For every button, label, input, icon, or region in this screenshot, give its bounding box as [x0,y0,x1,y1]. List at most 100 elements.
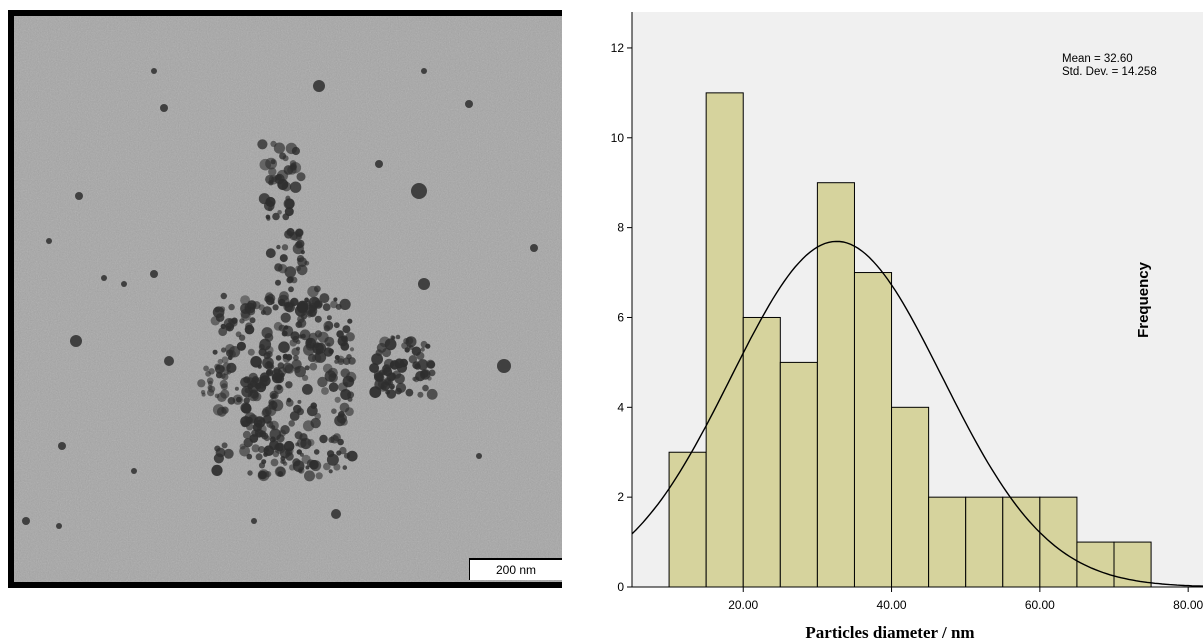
nanoparticle [213,453,224,464]
nanoparticle [302,384,313,395]
nanoparticle [333,463,341,471]
nanoparticle [75,192,83,200]
nanoparticle [334,396,341,403]
nanoparticle [330,300,338,309]
nanoparticle [302,374,309,381]
nanoparticle [280,312,291,323]
nanoparticle [70,335,82,347]
nanoparticle [314,412,322,420]
nanoparticle [321,387,329,395]
nanoparticle [428,369,436,377]
nanoparticle [257,139,268,150]
tem-micrograph-frame: 200 nm [8,10,562,588]
x-axis-title: Particles diameter / nm [805,623,974,642]
nanoparticle [405,388,414,397]
nanoparticle [317,376,328,388]
y-tick-label: 8 [617,221,624,235]
nanoparticle [377,379,388,390]
nanoparticle [313,80,325,92]
nanoparticle [260,310,266,315]
nanoparticle [390,335,395,340]
nanoparticle [346,371,357,383]
nanoparticle [333,322,340,329]
x-tick-label: 80.00 [1173,598,1203,612]
nanoparticle [310,417,321,429]
nanoparticle [307,285,319,298]
nanoparticle [264,200,275,211]
nanoparticle [265,292,274,301]
histogram-bar [1002,496,1041,588]
y-tick-label: 2 [617,490,624,504]
nanoparticle [280,425,290,435]
nanoparticle [297,399,302,404]
nanoparticle [246,416,253,424]
nanoparticle [404,347,410,353]
nanoparticle [223,448,234,459]
nanoparticle [426,388,438,400]
nanoparticle [416,351,425,360]
nanoparticle [220,292,227,300]
nanoparticle [266,420,274,428]
nanoparticle [131,468,137,474]
nanoparticle [221,356,229,364]
nanoparticle [277,210,282,215]
nanoparticle [333,297,338,302]
nanoparticle [265,174,275,184]
nanoparticle [211,464,223,476]
nanoparticle [268,167,277,176]
nanoparticle [340,418,348,426]
nanoparticle [417,391,424,398]
nanoparticle [270,458,279,467]
nanoparticle [345,332,355,342]
nanoparticle [315,472,323,480]
y-axis-title: Frequency [1135,261,1152,338]
nanoparticle [421,68,427,74]
nanoparticle [212,349,218,355]
nanoparticle [530,244,538,252]
nanoparticle [284,364,295,374]
nanoparticle [427,360,436,369]
nanoparticle [212,306,225,319]
nanoparticle [219,372,226,379]
nanoparticle [319,293,330,304]
nanoparticle [417,359,429,371]
nanoparticle [251,444,260,453]
nanoparticle [279,254,288,263]
nanoparticle [243,397,250,404]
histogram-bar [668,451,707,588]
y-tick-label: 12 [611,41,625,55]
nanoparticle [265,214,271,220]
nanoparticle [275,355,282,361]
nanoparticle [244,324,255,335]
nanoparticle [422,384,429,392]
nanoparticle [56,523,62,529]
nanoparticle [408,355,418,364]
histogram-bar [742,316,781,588]
nanoparticle [219,379,228,389]
nanoparticle [46,238,52,244]
nanoparticle [282,354,291,363]
nanoparticle [269,428,282,441]
nanoparticle [228,303,235,311]
nanoparticle [270,159,276,165]
scale-bar: 200 nm [469,558,562,580]
nanoparticle [286,228,295,237]
nanoparticle [296,300,309,313]
nanoparticle [164,356,174,366]
nanoparticle [206,377,214,385]
micrograph-picture [14,16,562,582]
nanoparticle [420,370,429,378]
nanoparticle [331,509,341,519]
nanoparticle [476,453,482,459]
nanoparticle [418,278,430,290]
histogram-bar [928,496,967,588]
nanoparticle [300,438,312,450]
nanoparticle [322,303,331,311]
nanoparticle [284,198,295,209]
nanoparticle [326,453,339,466]
nanoparticle [285,399,294,407]
nanoparticle [276,384,282,391]
nanoparticle [275,279,281,286]
nanoparticle [297,318,307,328]
nanoparticle [259,338,272,351]
